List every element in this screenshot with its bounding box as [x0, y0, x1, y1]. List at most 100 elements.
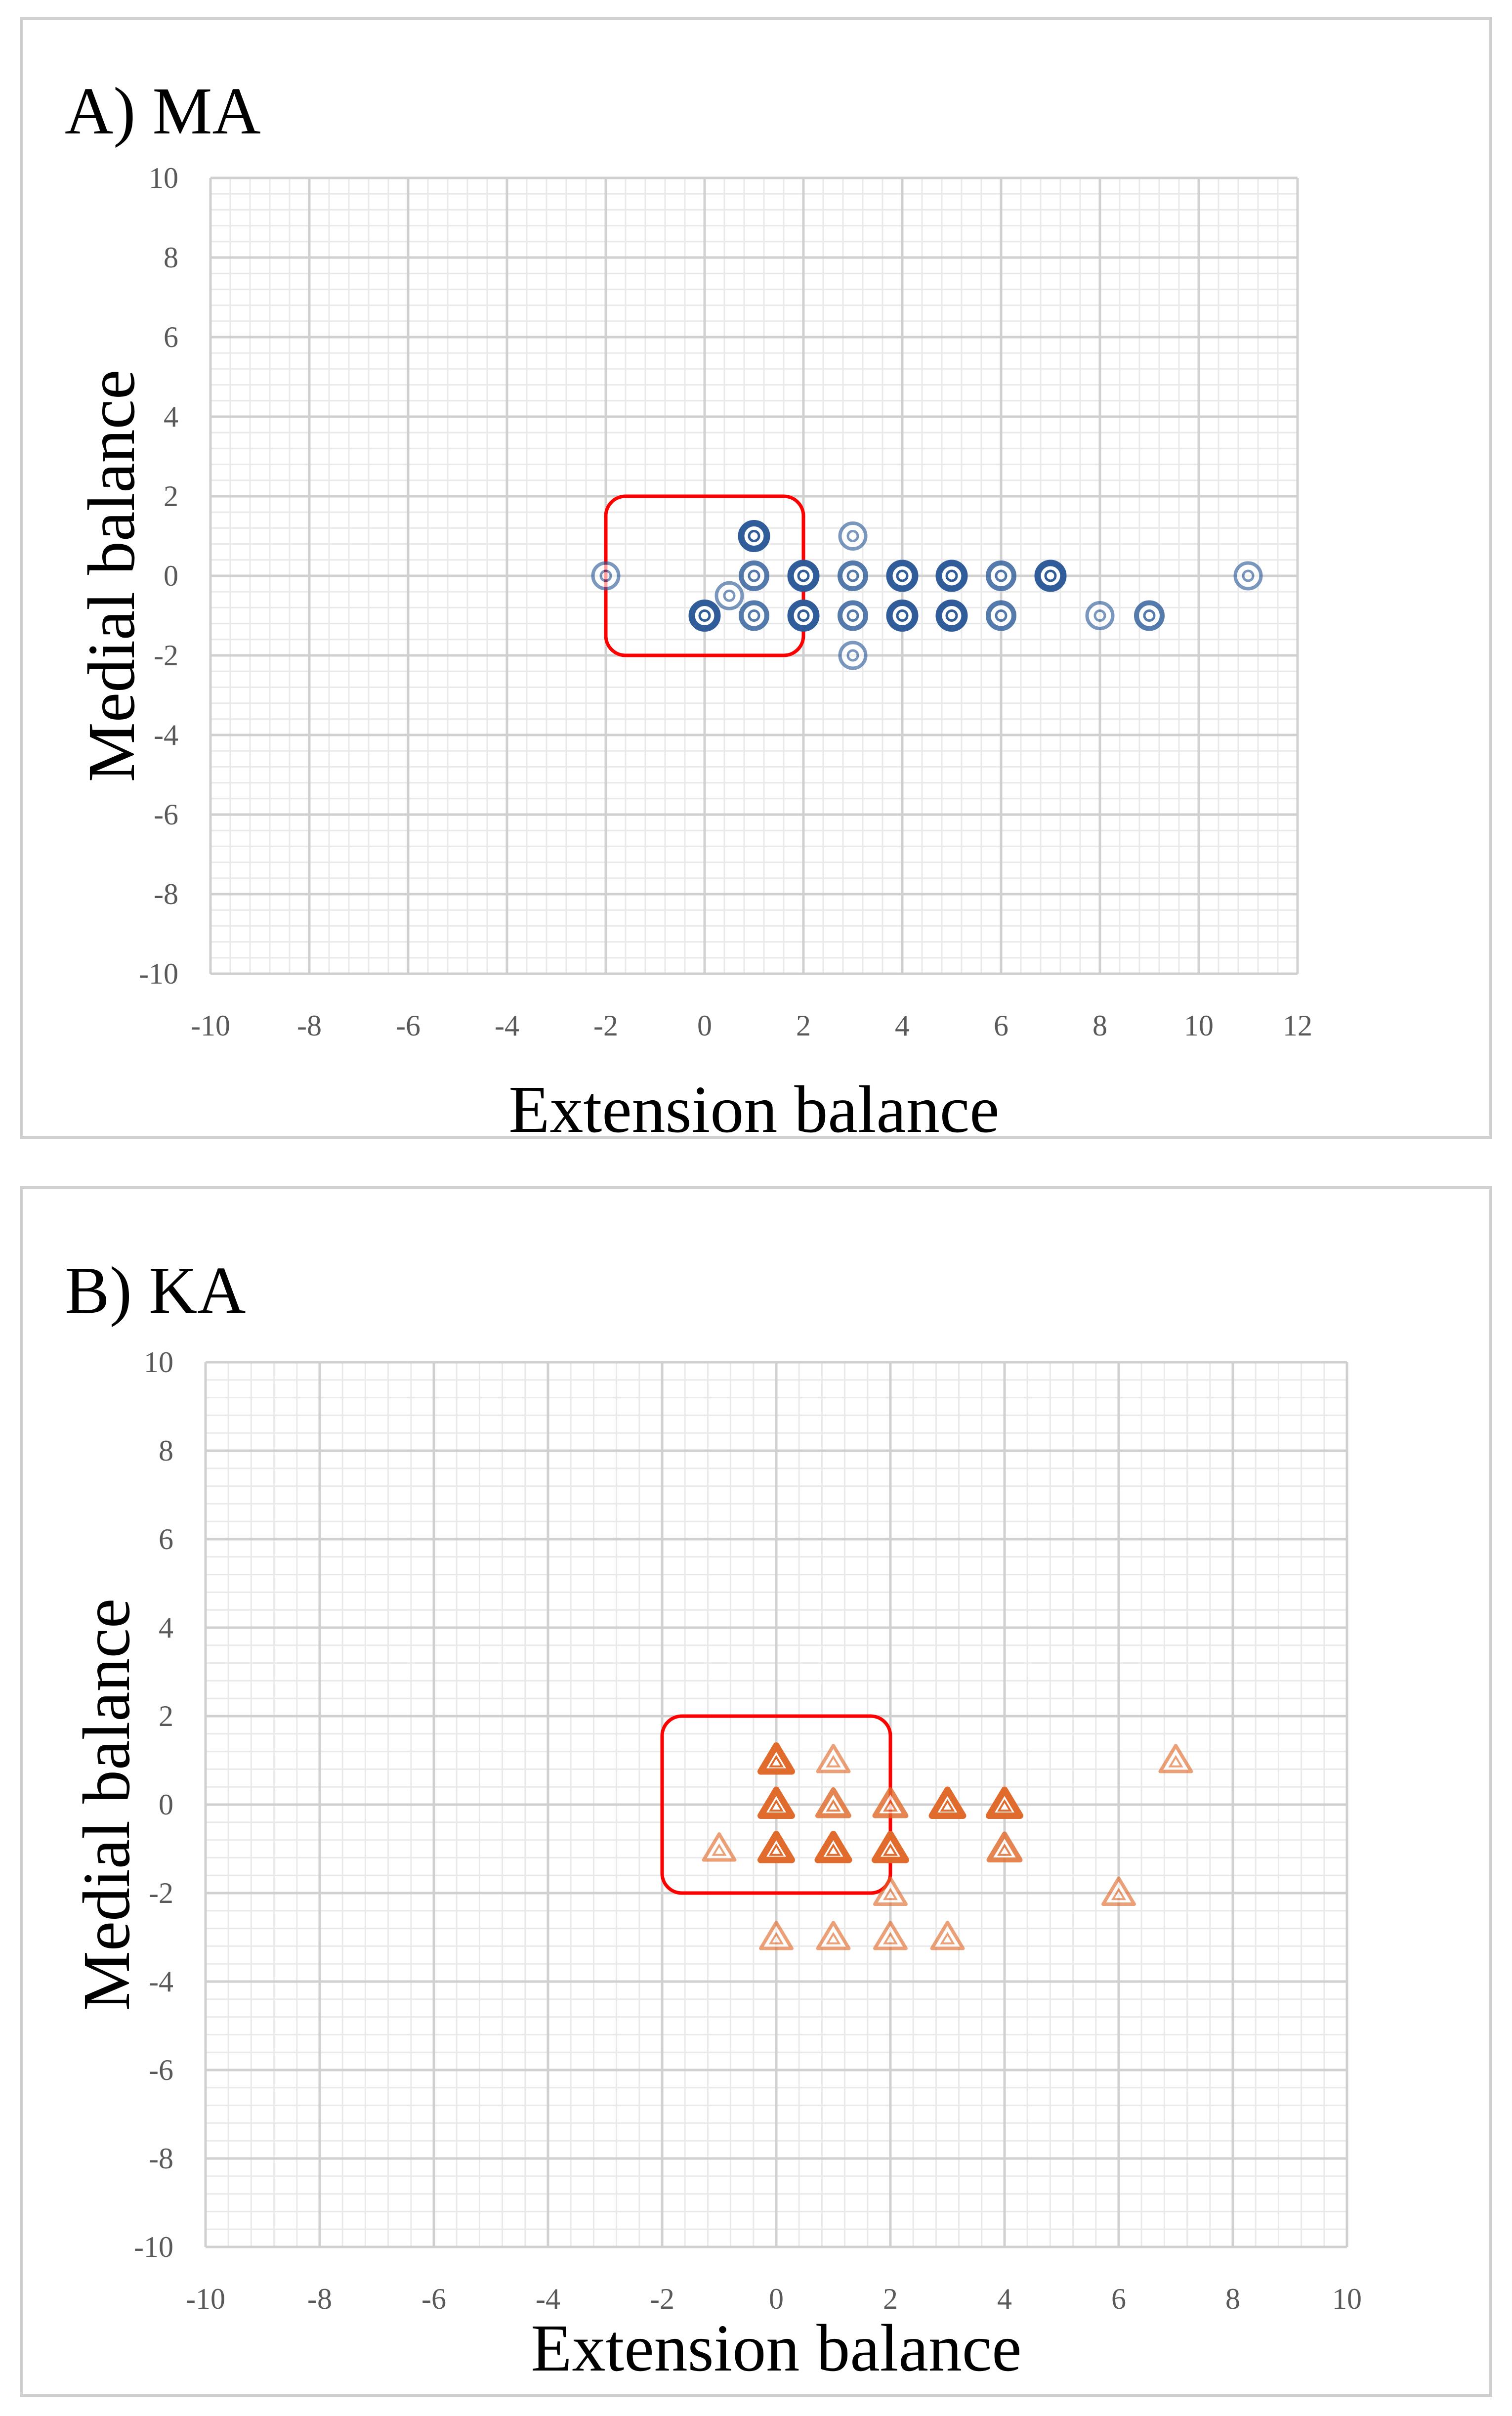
- data-point: [1034, 560, 1067, 592]
- point-outer-ring: [838, 521, 868, 551]
- y-tick-label: -10: [134, 2231, 173, 2263]
- point-outer-ring: [1233, 561, 1263, 591]
- data-point: [838, 521, 868, 551]
- point-inner-ring: [846, 569, 859, 582]
- point-inner-triangle: [882, 1799, 898, 1812]
- data-point: [986, 1786, 1023, 1819]
- data-point: [814, 1831, 852, 1863]
- point-inner-triangle: [826, 1755, 841, 1768]
- point-inner-ring: [846, 609, 859, 622]
- x-axis-label: Extension balance: [508, 1073, 999, 1136]
- data-point: [787, 600, 820, 632]
- point-outer-ring: [739, 561, 769, 591]
- y-tick-label: -2: [154, 639, 178, 672]
- y-tick-label: -4: [154, 719, 178, 751]
- point-outer-ring: [838, 641, 868, 670]
- data-point: [702, 1832, 737, 1862]
- point-inner-triangle: [1111, 1888, 1127, 1900]
- x-tick-label: 0: [769, 2283, 784, 2315]
- y-tick-label: 2: [159, 1700, 173, 1732]
- x-tick-label: 12: [1283, 1009, 1312, 1042]
- y-tick-label: -6: [154, 798, 178, 831]
- point-inner-ring: [723, 589, 736, 602]
- x-tick-label: 6: [994, 1009, 1008, 1042]
- y-tick-label: -8: [154, 878, 178, 910]
- data-point: [935, 600, 968, 632]
- x-tick-label: -6: [421, 2283, 446, 2315]
- point-outer-ring: [591, 561, 621, 591]
- point-outer-ring: [738, 520, 770, 552]
- x-tick-label: -4: [495, 1009, 519, 1042]
- point-outer-ring: [739, 600, 769, 631]
- data-point: [986, 1831, 1023, 1862]
- data-point: [986, 600, 1016, 631]
- chart-panel-ka: B) KA -10 -8 -6 -4 -2 0 2 4 6 8 10 10 8 6 4 2 0 -2 -4 -6 -8 -1…: [20, 1186, 1492, 2397]
- data-point: [886, 560, 919, 592]
- data-point: [757, 1742, 795, 1775]
- y-tick-label: -10: [139, 957, 178, 990]
- y-axis-label: Medial balance: [70, 1598, 144, 2011]
- data-point: [591, 561, 621, 591]
- y-tick-label: 4: [164, 400, 178, 433]
- point-inner-triangle: [940, 1932, 955, 1944]
- x-tick-label: 0: [697, 1009, 712, 1042]
- point-inner-ring: [896, 609, 909, 622]
- y-tick-label: -6: [149, 2054, 173, 2086]
- chart-panel-ma: A) MA -10 -8 -6 -4 -2 0 2 4 6 8 10 12 10 8 6 4 2 0 -2 -4 -6 -8…: [20, 17, 1492, 1139]
- x-tick-label: 2: [796, 1009, 811, 1042]
- point-inner-ring: [748, 569, 760, 582]
- point-inner-ring: [1044, 569, 1057, 582]
- point-outer-ring: [1085, 601, 1115, 630]
- data-point: [759, 1921, 794, 1950]
- data-point: [872, 1831, 909, 1863]
- data-point: [873, 1921, 908, 1950]
- point-inner-triangle: [997, 1843, 1012, 1856]
- x-tick-label: -4: [536, 2283, 560, 2315]
- y-tick-label: 4: [159, 1611, 173, 1644]
- x-tick-label: 8: [1225, 2283, 1240, 2315]
- y-tick-label: 6: [164, 321, 178, 353]
- data-point: [739, 600, 769, 631]
- point-inner-ring: [846, 649, 859, 662]
- point-outer-ring: [838, 600, 868, 631]
- point-inner-ring: [748, 609, 760, 622]
- point-outer-ring: [935, 600, 968, 632]
- x-tick-label: -6: [396, 1009, 420, 1042]
- data-point: [838, 561, 868, 591]
- point-inner-triangle: [882, 1932, 898, 1944]
- x-tick-label: 8: [1092, 1009, 1107, 1042]
- point-inner-ring: [797, 569, 810, 582]
- data-point: [928, 1786, 966, 1819]
- y-tick-label: 8: [159, 1434, 173, 1467]
- data-point: [816, 1921, 851, 1950]
- data-point: [930, 1921, 965, 1950]
- y-tick-label: 8: [164, 241, 178, 274]
- data-point: [816, 1744, 851, 1773]
- data-point: [757, 1831, 795, 1863]
- data-point: [872, 1787, 909, 1818]
- data-point: [873, 1876, 908, 1906]
- point-inner-triangle: [1168, 1755, 1183, 1768]
- x-tick-label: 10: [1332, 2283, 1362, 2315]
- chart-title: A) MA: [65, 74, 261, 148]
- y-tick-label: -8: [149, 2142, 173, 2175]
- point-inner-triangle: [826, 1932, 841, 1944]
- point-inner-triangle: [882, 1888, 898, 1900]
- data-point: [1233, 561, 1263, 591]
- point-outer-ring: [886, 600, 919, 632]
- chart-title: B) KA: [65, 1253, 246, 1328]
- point-inner-ring: [995, 569, 1008, 582]
- point-inner-ring: [698, 609, 711, 622]
- data-point: [838, 600, 868, 631]
- point-outer-ring: [935, 560, 968, 592]
- y-tick-label: 10: [144, 1346, 173, 1379]
- point-outer-ring: [886, 560, 919, 592]
- data-point: [986, 561, 1016, 591]
- data-point: [1101, 1876, 1136, 1906]
- point-outer-ring: [1134, 600, 1165, 631]
- y-tick-label: 0: [164, 560, 178, 592]
- y-tick-label: 10: [149, 162, 178, 194]
- point-inner-triangle: [826, 1799, 841, 1812]
- x-tick-label: -8: [297, 1009, 322, 1042]
- data-point: [714, 581, 744, 610]
